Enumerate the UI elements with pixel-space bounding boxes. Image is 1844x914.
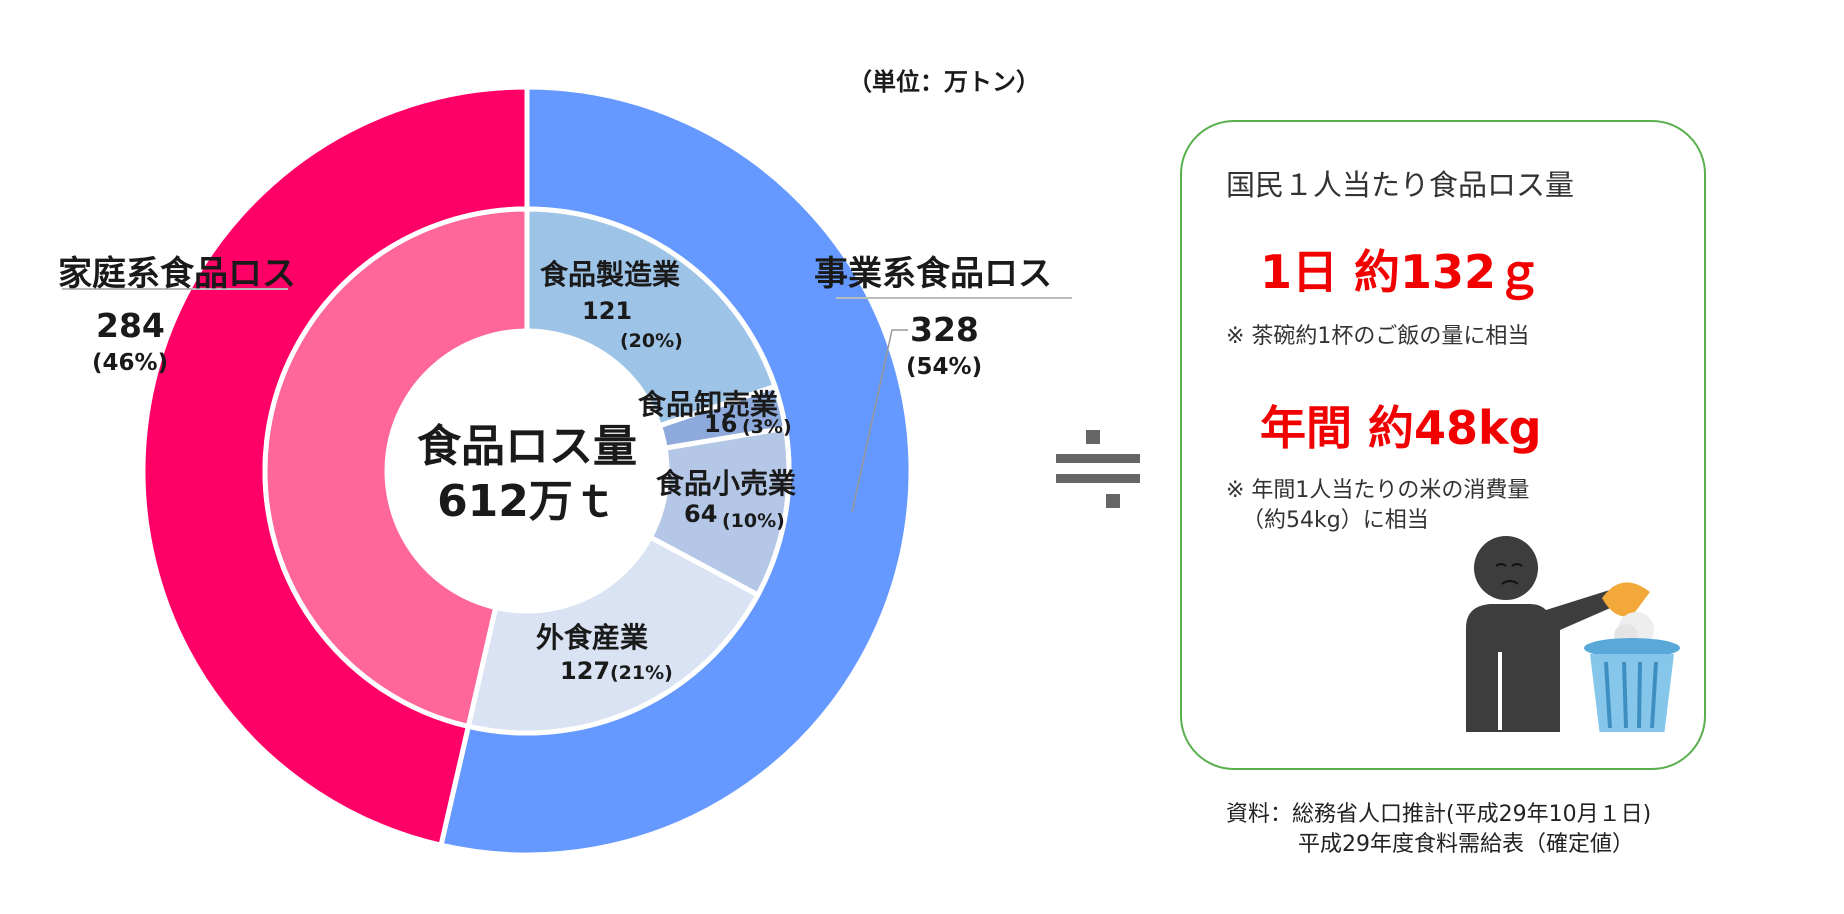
manufacturing-value: 121 — [582, 297, 633, 325]
info-box-title: 国民１人当たり食品ロス量 — [1226, 168, 1575, 202]
household-loss-value: 284 — [96, 306, 165, 345]
unit-label: （単位：万トン） — [848, 68, 1040, 96]
business-loss-label: 事業系食品ロス — [814, 254, 1052, 294]
business-loss-percent: (54%) — [906, 354, 983, 380]
annual-loss-note-2: （約54kg）に相当 — [1242, 508, 1429, 533]
wholesale-value: 16 — [704, 410, 738, 438]
donut-hole — [387, 331, 667, 611]
source-note: 資料：総務省人口推計(平成29年10月１日) 平成29年度食料需給表（確定値） — [1226, 800, 1651, 860]
household-loss-label: 家庭系食品ロス — [58, 254, 296, 294]
source-line-2: 平成29年度食料需給表（確定値） — [1298, 832, 1634, 857]
wholesale-percent: (3%) — [742, 416, 792, 438]
business-loss-value: 328 — [910, 310, 979, 349]
retail-value: 64 — [684, 500, 718, 528]
restaurant-label: 外食産業 — [536, 621, 649, 654]
daily-loss-note: ※ 茶碗約1杯のご飯の量に相当 — [1226, 324, 1530, 349]
manufacturing-label: 食品製造業 — [540, 258, 681, 291]
household-loss-percent: (46%) — [92, 350, 169, 376]
wholesale-label: 食品卸売業 — [638, 388, 779, 421]
restaurant-value: 127 — [560, 657, 611, 685]
retail-percent: (10%) — [722, 510, 785, 532]
center-total: 612万ｔ — [437, 476, 617, 527]
person-throwing-food-icon — [1466, 536, 1680, 732]
annual-loss-note-1: ※ 年間1人当たりの米の消費量 — [1226, 478, 1530, 503]
retail-label: 食品小売業 — [656, 467, 797, 500]
per-capita-info-box: 国民１人当たり食品ロス量 1日 約132ｇ ※ 茶碗約1杯のご飯の量に相当 年間… — [1180, 120, 1706, 770]
divide-icon — [1056, 430, 1140, 508]
restaurant-percent: (21%) — [610, 662, 673, 684]
daily-loss-value: 1日 約132ｇ — [1260, 245, 1543, 299]
center-title: 食品ロス量 — [417, 421, 637, 472]
annual-loss-value: 年間 約48kg — [1260, 401, 1542, 455]
source-line-1: 資料：総務省人口推計(平成29年10月１日) — [1226, 802, 1652, 827]
business-leader-line-d — [851, 329, 908, 513]
manufacturing-percent: (20%) — [620, 330, 683, 352]
